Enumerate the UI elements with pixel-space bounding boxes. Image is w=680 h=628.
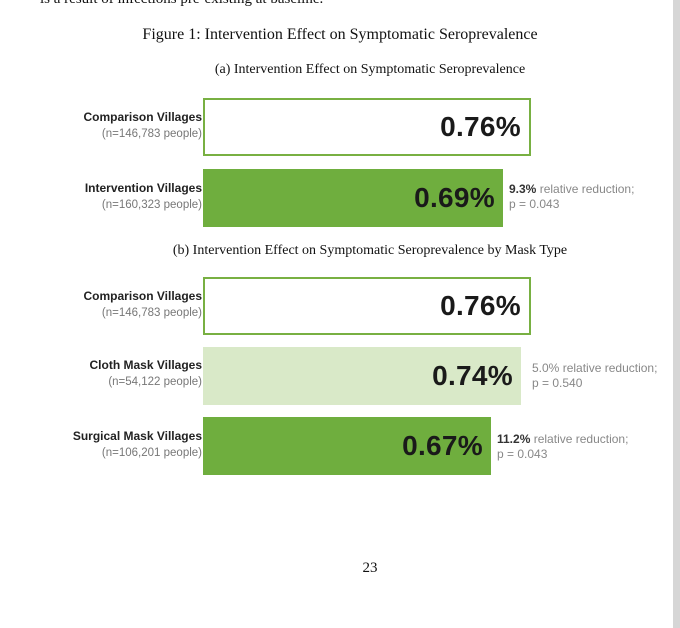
page-edge-shadow <box>673 0 680 628</box>
reduction-note-intervention: 9.3% relative reduction; p = 0.043 <box>509 182 634 212</box>
bar-comparison-a: 0.76% <box>203 98 531 156</box>
reduction-text: relative reduction; <box>562 361 658 375</box>
row-label-comparison-a: Comparison Villages (n=146,783 people) <box>84 109 202 142</box>
reduction-text: relative reduction; <box>539 182 635 196</box>
row-sample-size: (n=146,783 people) <box>101 307 202 319</box>
reduction-pct: 5.0% <box>532 361 560 375</box>
reduction-pct: 9.3% <box>509 182 537 196</box>
page-number: 23 <box>362 560 378 576</box>
row-sample-size: (n=106,201 people) <box>101 447 202 459</box>
row-sample-size: (n=160,323 people) <box>101 199 202 211</box>
bar-comparison-b: 0.76% <box>203 277 531 335</box>
p-value: p = 0.043 <box>497 447 548 461</box>
row-label-intervention: Intervention Villages (n=160,323 people) <box>85 180 202 213</box>
row-label-surgical: Surgical Mask Villages (n=106,201 people… <box>73 428 202 461</box>
row-name: Comparison Villages <box>83 289 202 303</box>
bar-cloth: 0.74% <box>203 347 521 405</box>
row-name: Intervention Villages <box>84 181 202 195</box>
clipped-body-text: is a result of infections pre-existing a… <box>40 0 323 8</box>
row-name: Surgical Mask Villages <box>72 429 202 443</box>
row-label-comparison-b: Comparison Villages (n=146,783 people) <box>84 288 202 321</box>
row-label-cloth: Cloth Mask Villages (n=54,122 people) <box>90 357 202 390</box>
bar-intervention: 0.69% <box>203 169 503 227</box>
row-sample-size: (n=146,783 people) <box>101 128 202 140</box>
row-name: Cloth Mask Villages <box>89 358 202 372</box>
row-sample-size: (n=54,122 people) <box>108 376 202 388</box>
figure-caption: Figure 1: Intervention Effect on Symptom… <box>142 26 538 43</box>
bar-value-label: 0.76% <box>440 111 521 142</box>
bar-value-label: 0.74% <box>432 360 513 391</box>
reduction-note-surgical: 11.2% relative reduction; p = 0.043 <box>497 432 628 462</box>
bar-value-label: 0.67% <box>402 430 483 461</box>
p-value: p = 0.043 <box>509 197 560 211</box>
bar-value-label: 0.69% <box>414 182 495 213</box>
bar-value-label: 0.76% <box>440 290 521 321</box>
panel-b-caption: (b) Intervention Effect on Symptomatic S… <box>172 243 568 258</box>
bar-surgical: 0.67% <box>203 417 491 475</box>
panel-a-caption: (a) Intervention Effect on Symptomatic S… <box>214 62 526 77</box>
reduction-pct: 11.2% <box>497 432 531 446</box>
reduction-note-cloth: 5.0% relative reduction; p = 0.540 <box>532 361 657 391</box>
row-name: Comparison Villages <box>83 110 202 124</box>
reduction-text: relative reduction; <box>533 432 629 446</box>
p-value: p = 0.540 <box>532 376 583 390</box>
